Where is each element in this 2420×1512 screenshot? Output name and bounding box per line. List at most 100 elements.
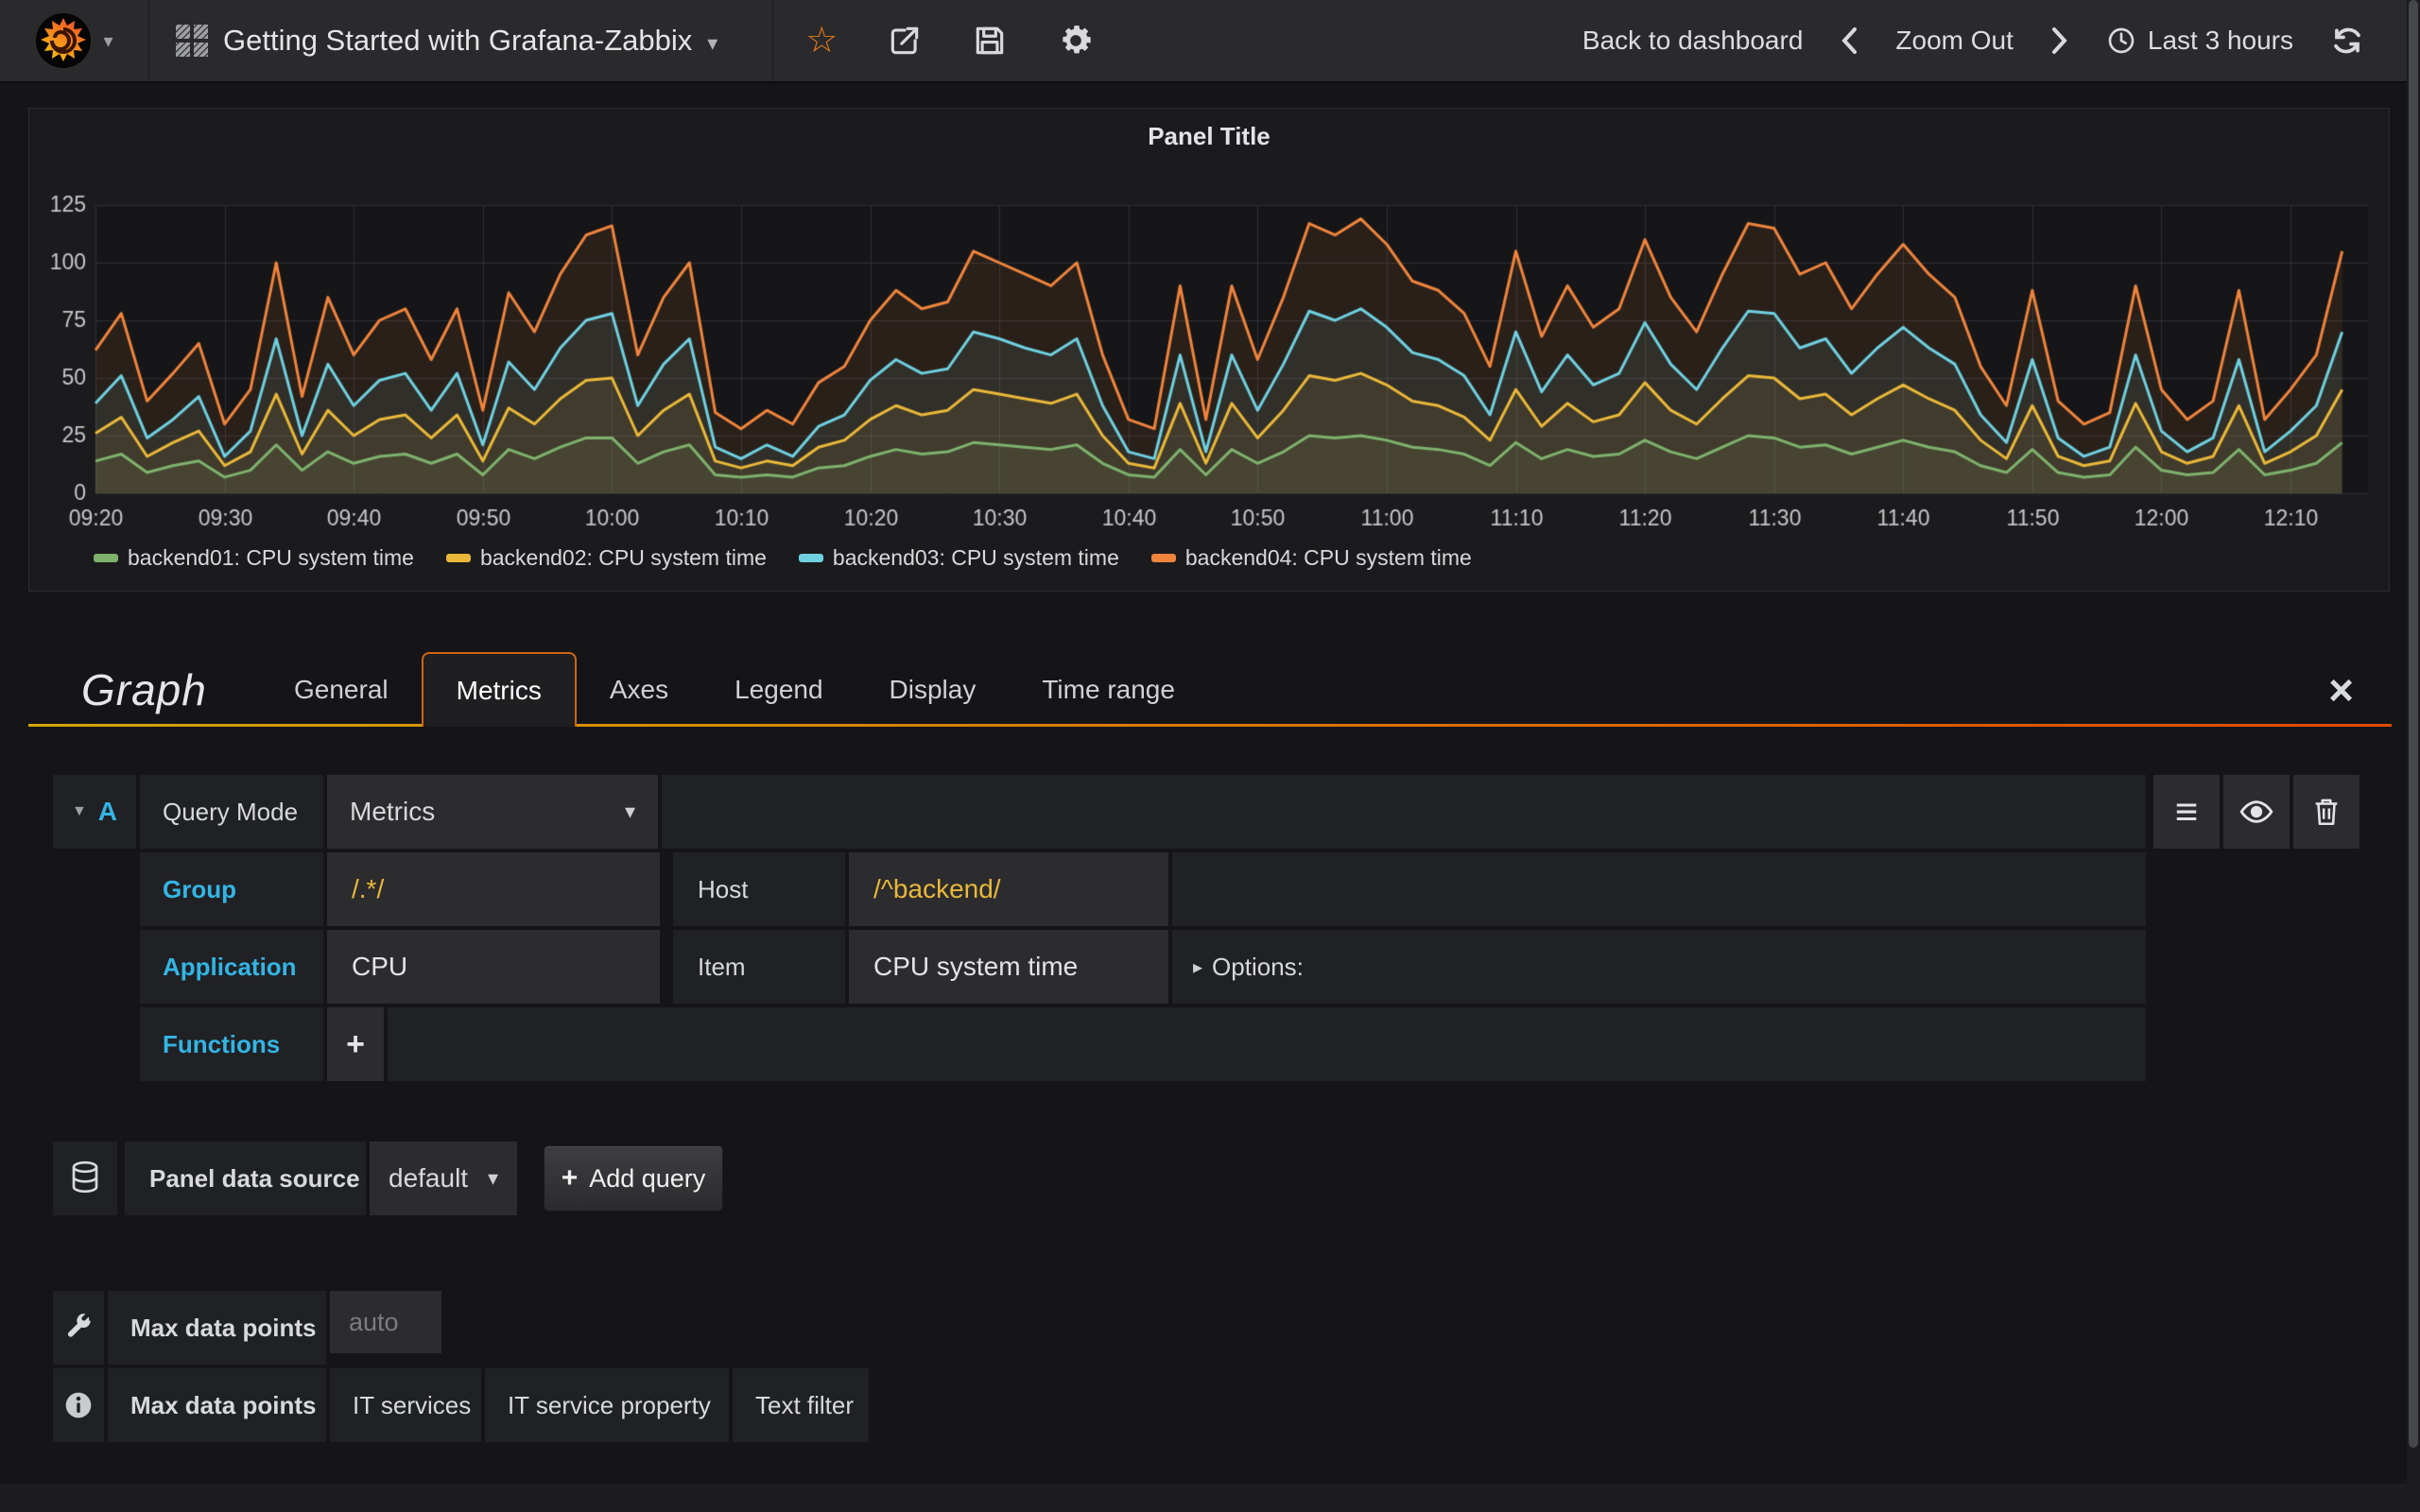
grafana-logo-icon (35, 12, 92, 69)
dashboard-title: Getting Started with Grafana-Zabbix (223, 24, 693, 57)
tab-metrics[interactable]: Metrics (421, 652, 577, 727)
host-label: Host (673, 852, 845, 926)
star-icon: ☆ (805, 21, 838, 60)
group-label: Group (140, 852, 323, 926)
tab-axes[interactable]: Axes (609, 674, 669, 704)
legend-label: backend04: CPU system time (1184, 545, 1472, 570)
bottom-tabs-row: Max data points IT services IT service p… (53, 1368, 869, 1442)
scrollbar-thumb[interactable] (2409, 0, 2418, 1448)
save-button[interactable] (972, 23, 1008, 59)
legend-item[interactable]: backend01: CPU system time (94, 545, 414, 571)
time-shift-right-button[interactable] (2051, 26, 2068, 55)
legend-color-chip (94, 554, 118, 562)
datasource-icon-cell (53, 1142, 117, 1215)
query-menu-button[interactable]: ≡ (2153, 775, 2220, 849)
query-collapse-cell[interactable]: ▼ A (53, 775, 136, 849)
query-delete-button[interactable] (2293, 775, 2360, 849)
row-filler (388, 1007, 2146, 1081)
refresh-icon (2334, 27, 2360, 54)
datasource-select[interactable]: default ▾ (370, 1142, 517, 1215)
query-row-group-host: Group /.*/ Host /^backend/ (140, 852, 2146, 926)
navbar-right: Back to dashboard Zoom Out Last 3 hours (1582, 25, 2420, 57)
chart-legend: backend01: CPU system time backend02: CP… (94, 545, 1472, 571)
chevron-left-icon (1841, 27, 1858, 54)
clock-icon (2108, 27, 2135, 54)
tab-time-range[interactable]: Time range (1042, 674, 1175, 704)
refresh-button[interactable] (2331, 25, 2363, 57)
options-label: Options: (1212, 952, 1304, 981)
bottom-tab-text-filter[interactable]: Text filter (733, 1368, 869, 1442)
timeseries-chart (37, 158, 2381, 536)
query-toggle-visibility-button[interactable] (2223, 775, 2290, 849)
query-row-functions: Functions + (140, 1007, 2146, 1081)
graph-panel: Panel Title backend01: CPU system time b… (28, 108, 2390, 592)
chevron-right-icon (2051, 27, 2067, 54)
logo-caret-icon: ▾ (103, 30, 113, 52)
panel-editor-header: Graph General Metrics Axes Legend Displa… (28, 652, 2392, 727)
datasource-row: Panel data source default ▾ + Add query (53, 1142, 723, 1215)
plus-icon: + (561, 1162, 579, 1194)
bottom-tab-it-services[interactable]: IT services (330, 1368, 481, 1442)
legend-label: backend02: CPU system time (479, 545, 767, 570)
time-range-label: Last 3 hours (2147, 26, 2293, 55)
legend-item[interactable]: backend03: CPU system time (798, 545, 1119, 571)
close-editor-button[interactable]: × (2328, 664, 2354, 714)
datasource-value: default (389, 1163, 469, 1193)
dashboard-title-dropdown[interactable]: Getting Started with Grafana-Zabbix ▾ (149, 0, 744, 81)
bottom-tab-max-data-points[interactable]: Max data points (108, 1368, 326, 1442)
share-button[interactable] (887, 23, 923, 59)
legend-item[interactable]: backend04: CPU system time (1150, 545, 1472, 571)
row-filler (662, 775, 2146, 849)
panel-title[interactable]: Panel Title (1148, 122, 1270, 150)
top-navbar: ▾ Getting Started with Grafana-Zabbix ▾ … (0, 0, 2420, 83)
eye-icon (2239, 800, 2273, 823)
application-label: Application (140, 930, 323, 1004)
functions-label: Functions (140, 1007, 323, 1081)
tab-general[interactable]: General (294, 674, 389, 704)
query-mode-select[interactable]: Metrics ▾ (327, 775, 658, 849)
select-caret-icon: ▾ (624, 799, 635, 823)
panel-datasource-label: Panel data source (125, 1142, 366, 1215)
panel-type-title: Graph (81, 664, 207, 714)
host-input[interactable]: /^backend/ (849, 852, 1168, 926)
select-caret-icon: ▾ (487, 1166, 498, 1190)
info-icon-cell (53, 1368, 104, 1442)
group-input[interactable]: /.*/ (327, 852, 660, 926)
legend-item[interactable]: backend02: CPU system time (445, 545, 767, 571)
tab-legend[interactable]: Legend (735, 674, 823, 704)
database-icon (72, 1160, 98, 1194)
triangle-right-icon: ▸ (1193, 956, 1203, 978)
bottom-band (0, 1484, 2407, 1512)
add-query-button[interactable]: + Add query (544, 1145, 723, 1211)
legend-color-chip (445, 554, 471, 562)
max-data-points-label: Max data points (108, 1291, 326, 1365)
page-scrollbar (2407, 0, 2420, 1512)
tabbar-underline (28, 724, 2392, 727)
query-row-mode: ▼ A Query Mode Metrics ▾ ≡ (53, 775, 2360, 849)
add-function-button[interactable]: + (327, 1007, 384, 1081)
application-input[interactable]: CPU (327, 930, 660, 1004)
max-data-points-input[interactable]: auto (330, 1291, 441, 1353)
wrench-icon (67, 1314, 91, 1337)
options-toggle[interactable]: ▸ Options: (1172, 930, 2146, 1004)
query-mode-label: Query Mode (140, 775, 323, 849)
share-icon (891, 26, 919, 55)
tab-display[interactable]: Display (889, 674, 977, 704)
max-data-points-row: Max data points auto (53, 1291, 441, 1365)
grafana-logo-menu[interactable]: ▾ (0, 0, 149, 81)
query-row-application-item: Application CPU Item CPU system time ▸ O… (140, 930, 2146, 1004)
add-query-label: Add query (589, 1163, 706, 1193)
time-shift-left-button[interactable] (1841, 26, 1858, 55)
settings-button[interactable] (1057, 22, 1095, 60)
star-button[interactable]: ☆ (805, 23, 838, 59)
zoom-out-button[interactable]: Zoom Out (1895, 26, 2014, 55)
back-to-dashboard-button[interactable]: Back to dashboard (1582, 26, 1804, 55)
title-caret-icon: ▾ (707, 31, 718, 55)
query-editor: ▼ A Query Mode Metrics ▾ ≡ Group (53, 775, 2360, 1085)
time-range-picker[interactable]: Last 3 hours (2106, 26, 2293, 56)
legend-color-chip (798, 554, 823, 562)
bottom-tab-it-service-property[interactable]: IT service property (485, 1368, 729, 1442)
legend-label: backend01: CPU system time (128, 545, 414, 570)
item-input[interactable]: CPU system time (849, 930, 1168, 1004)
